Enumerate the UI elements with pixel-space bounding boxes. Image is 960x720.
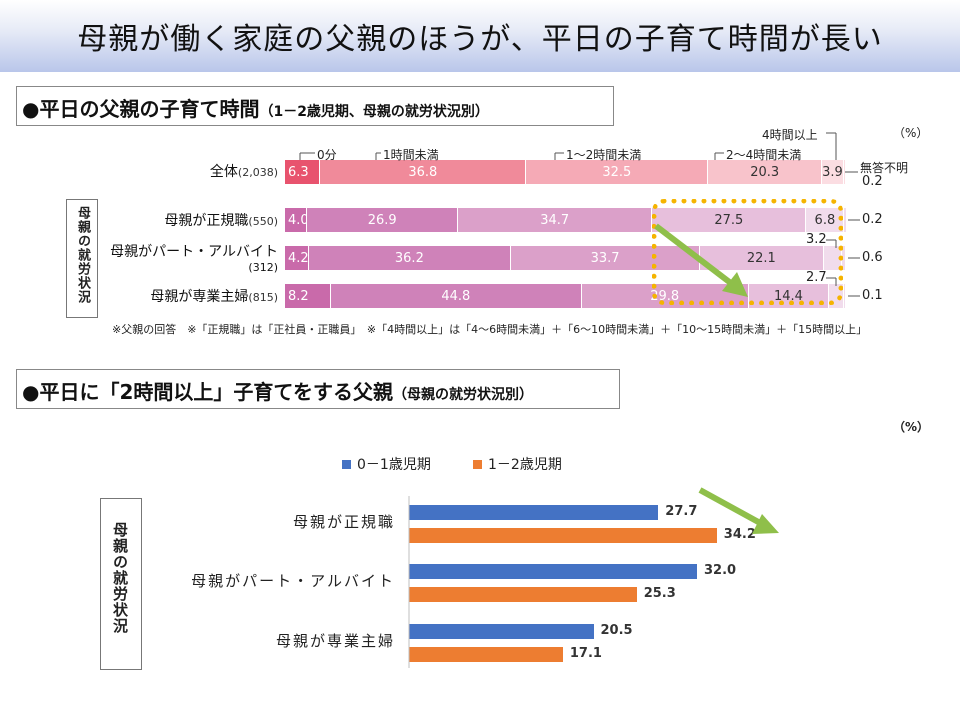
row-label-text: 全体 bbox=[209, 164, 238, 180]
no-answer-label: 0.1 bbox=[862, 288, 883, 303]
bar bbox=[409, 528, 717, 543]
no-answer-value: 0.2 bbox=[862, 174, 883, 189]
title-bar bbox=[0, 0, 960, 72]
row-label: 母親が正規職(550) bbox=[164, 210, 278, 230]
bar-segment: 4.2 bbox=[285, 246, 309, 270]
section1-heading: ●平日の父親の子育て時間（1－2歳児期、母親の就労状況別） bbox=[22, 93, 489, 122]
data-label: 14.4 bbox=[774, 288, 803, 304]
bar-segment: 20.3 bbox=[708, 160, 823, 184]
legend-label: 0－1歳児期 bbox=[357, 457, 431, 473]
bar-segment: 4.0 bbox=[285, 208, 308, 232]
highlight-box bbox=[652, 199, 843, 305]
row-label: 全体(2,038) bbox=[210, 161, 278, 181]
data-label-outside: 2.7 bbox=[806, 270, 827, 285]
bar-segment: 8.2 bbox=[285, 284, 331, 308]
row-label-text: 母親が専業主婦 bbox=[150, 289, 249, 305]
data-label: 34.7 bbox=[540, 212, 570, 228]
section2-group-label: 母親の就労状況 bbox=[111, 522, 129, 634]
bar-segment bbox=[843, 160, 845, 184]
section1-group-box bbox=[66, 199, 98, 318]
section1-header-box bbox=[16, 86, 614, 126]
bar bbox=[409, 624, 594, 639]
footnote: ※父親の回答 ※「正規職」は「正社員・正職員」 ※「4時間以上」は「4～6時間未… bbox=[112, 323, 868, 336]
bar bbox=[409, 647, 563, 662]
data-label: 17.1 bbox=[569, 646, 602, 661]
legend-swatch bbox=[473, 459, 482, 469]
legend-label: 1－2歳児期 bbox=[488, 457, 562, 473]
page-title: 母親が働く家庭の父親のほうが、平日の子育て時間が長い bbox=[77, 22, 883, 57]
data-label: 27.7 bbox=[665, 504, 698, 519]
data-label: 8.2 bbox=[288, 288, 309, 304]
bar bbox=[409, 564, 697, 579]
data-label: 6.3 bbox=[288, 164, 309, 180]
legend-swatch bbox=[342, 459, 351, 469]
bar-segment: 32.5 bbox=[526, 160, 709, 184]
section1-group-label: 母親の就労状況 bbox=[75, 206, 90, 304]
data-label: 20.5 bbox=[600, 623, 633, 638]
category-label: 母親が専業主婦 bbox=[275, 632, 395, 650]
section1-unit: （%） bbox=[893, 126, 929, 140]
section1-heading-text: ●平日の父親の子育て時間 bbox=[22, 97, 260, 121]
bar-segment: 34.7 bbox=[458, 208, 653, 232]
data-label: 32.5 bbox=[602, 164, 632, 180]
data-label: 26.9 bbox=[367, 212, 397, 228]
no-answer-label: 0.2 bbox=[862, 212, 883, 227]
category-label: 4時間以上 bbox=[762, 128, 818, 142]
section1-subheading: （1－2歳児期、母親の就労状況別） bbox=[259, 104, 489, 120]
section2-subheading: （母親の就労状況別） bbox=[392, 387, 533, 403]
data-label: 3.9 bbox=[822, 164, 843, 180]
row-label-text: 母親が正規職 bbox=[164, 213, 249, 229]
row-label-n: (815) bbox=[248, 291, 278, 304]
section2-group-box bbox=[100, 498, 142, 670]
data-label: 6.8 bbox=[814, 212, 836, 228]
category-label: 母親がパート・アルバイト bbox=[191, 572, 395, 590]
bar bbox=[409, 505, 659, 520]
category-label: 0分 bbox=[317, 148, 337, 162]
bar bbox=[409, 587, 637, 602]
category-label: 母親が正規職 bbox=[292, 513, 395, 531]
row-label-n: (550) bbox=[248, 215, 278, 228]
data-label: 25.3 bbox=[643, 586, 676, 601]
bar-segment bbox=[844, 284, 846, 308]
bar-segment: 26.9 bbox=[307, 208, 459, 232]
row-label-text: 母親がパート・アルバイト bbox=[110, 244, 278, 260]
section2-unit: （%） bbox=[893, 420, 930, 434]
bar-segment bbox=[841, 246, 845, 270]
legend-item: 1－2歳児期 bbox=[473, 454, 562, 474]
section2-heading-text: ●平日に「2時間以上」子育てをする父親 bbox=[22, 380, 393, 404]
bar-segment: 44.8 bbox=[330, 284, 582, 308]
section2-header-box bbox=[16, 369, 620, 409]
data-label: 34.2 bbox=[723, 527, 756, 542]
category-label: 1時間未満 bbox=[383, 148, 439, 162]
row-label: 母親がパート・アルバイト (312) bbox=[110, 241, 278, 274]
row-label: 母親が専業主婦(815) bbox=[150, 286, 278, 306]
section2-heading: ●平日に「2時間以上」子育てをする父親（母親の就労状況別） bbox=[22, 376, 533, 405]
data-label: 20.3 bbox=[750, 164, 780, 180]
bar-segment: 3.9 bbox=[822, 160, 844, 184]
bar-segment: 6.3 bbox=[285, 160, 321, 184]
data-label: 22.1 bbox=[746, 250, 776, 266]
data-label: 4.2 bbox=[288, 250, 309, 266]
data-label: 36.8 bbox=[408, 164, 438, 180]
data-label-outside: 3.2 bbox=[806, 232, 827, 247]
bar-segment: 36.2 bbox=[308, 246, 512, 270]
data-label: 36.2 bbox=[394, 250, 424, 266]
data-label: 33.7 bbox=[590, 250, 620, 266]
data-label: 44.8 bbox=[441, 288, 471, 304]
row-label-n: (312) bbox=[248, 261, 278, 274]
row-label-n: (2,038) bbox=[237, 166, 278, 179]
category-label: 無答不明 bbox=[860, 161, 909, 175]
category-label: 1～2時間未満 bbox=[566, 148, 642, 162]
bar-segment bbox=[844, 208, 846, 232]
no-answer-label: 0.6 bbox=[862, 250, 883, 265]
legend-item: 0－1歳児期 bbox=[342, 454, 431, 474]
data-label: 4.0 bbox=[288, 212, 308, 228]
category-label: 2～4時間未満 bbox=[726, 148, 802, 162]
bar-segment: 36.8 bbox=[320, 160, 527, 184]
data-label: 32.0 bbox=[704, 563, 737, 578]
